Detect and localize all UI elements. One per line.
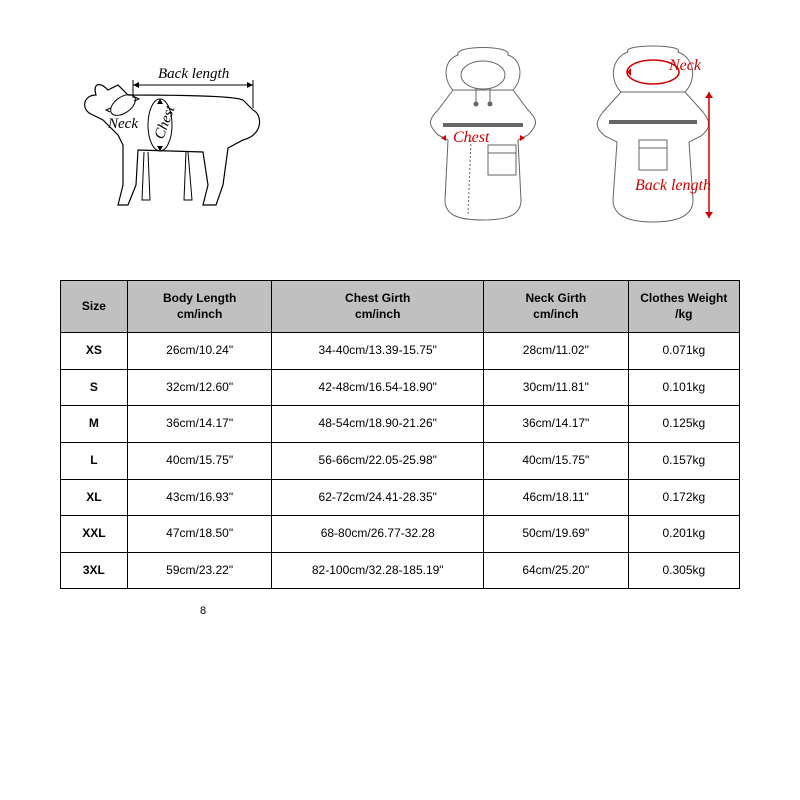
cell-body: 26cm/10.24" <box>127 333 272 370</box>
cell-size: M <box>61 406 128 443</box>
arrow-icon <box>705 212 713 218</box>
garment-back-diagram: Neck Back length <box>573 40 733 240</box>
cell-neck: 40cm/15.75" <box>483 442 628 479</box>
garment-front-diagram: Chest <box>403 40 563 240</box>
neck-label: Neck <box>107 116 138 132</box>
table-row: XS26cm/10.24"34-40cm/13.39-15.75"28cm/11… <box>61 333 740 370</box>
cell-chest: 82-100cm/32.28-185.19" <box>272 552 483 589</box>
hood-opening-icon <box>461 61 505 89</box>
table-row: 3XL59cm/23.22"82-100cm/32.28-185.19"64cm… <box>61 552 740 589</box>
garment-diagrams: Chest Neck Back length <box>403 40 733 240</box>
cell-weight: 0.157kg <box>628 442 739 479</box>
cell-body: 40cm/15.75" <box>127 442 272 479</box>
cell-neck: 30cm/11.81" <box>483 369 628 406</box>
cell-chest: 42-48cm/16.54-18.90" <box>272 369 483 406</box>
cell-body: 47cm/18.50" <box>127 516 272 553</box>
cell-chest: 34-40cm/13.39-15.75" <box>272 333 483 370</box>
col-chest: Chest Girthcm/inch <box>272 281 483 333</box>
garment-back-label: Back length <box>635 177 711 194</box>
cell-weight: 0.172kg <box>628 479 739 516</box>
cell-weight: 0.101kg <box>628 369 739 406</box>
cell-weight: 0.071kg <box>628 333 739 370</box>
cell-neck: 36cm/14.17" <box>483 406 628 443</box>
back-label: Back length <box>158 66 229 82</box>
garment-body-icon <box>430 90 535 220</box>
toggle-icon <box>473 102 478 107</box>
cell-weight: 0.305kg <box>628 552 739 589</box>
cell-size: XXL <box>61 516 128 553</box>
dog-silhouette-icon <box>84 85 259 205</box>
cell-neck: 28cm/11.02" <box>483 333 628 370</box>
cell-neck: 50cm/19.69" <box>483 516 628 553</box>
cell-size: XL <box>61 479 128 516</box>
measurement-diagrams: Neck Chest Back length <box>0 0 800 260</box>
cell-size: 3XL <box>61 552 128 589</box>
dog-leg-icon <box>142 152 150 200</box>
cell-size: S <box>61 369 128 406</box>
cell-body: 32cm/12.60" <box>127 369 272 406</box>
page-number: 8 <box>0 605 206 617</box>
cell-neck: 46cm/18.11" <box>483 479 628 516</box>
cell-size: L <box>61 442 128 479</box>
cell-chest: 48-54cm/18.90-21.26" <box>272 406 483 443</box>
garment-neck-label: Neck <box>668 57 702 74</box>
table-row: L40cm/15.75"56-66cm/22.05-25.98"40cm/15.… <box>61 442 740 479</box>
col-weight: Clothes Weight/kg <box>628 281 739 333</box>
garment-chest-label: Chest <box>453 129 490 146</box>
pocket-flap-icon <box>488 145 516 153</box>
table-row: M36cm/14.17"48-54cm/18.90-21.26"36cm/14.… <box>61 406 740 443</box>
cell-size: XS <box>61 333 128 370</box>
cell-body: 43cm/16.93" <box>127 479 272 516</box>
table-header: Size Body Lengthcm/inch Chest Girthcm/in… <box>61 281 740 333</box>
col-size: Size <box>61 281 128 333</box>
table-row: S32cm/12.60"42-48cm/16.54-18.90"30cm/11.… <box>61 369 740 406</box>
cell-neck: 64cm/25.20" <box>483 552 628 589</box>
dog-measurement-diagram: Neck Chest Back length <box>68 40 328 240</box>
dog-leg-icon <box>184 152 192 200</box>
cell-chest: 68-80cm/26.77-32.28 <box>272 516 483 553</box>
col-neck: Neck Girthcm/inch <box>483 281 628 333</box>
table-body: XS26cm/10.24"34-40cm/13.39-15.75"28cm/11… <box>61 333 740 589</box>
cell-chest: 56-66cm/22.05-25.98" <box>272 442 483 479</box>
arrow-icon <box>705 92 713 98</box>
table-row: XXL47cm/18.50"68-80cm/26.77-32.2850cm/19… <box>61 516 740 553</box>
col-body: Body Lengthcm/inch <box>127 281 272 333</box>
arrow-icon <box>247 82 253 88</box>
table-row: XL43cm/16.93"62-72cm/24.41-28.35"46cm/18… <box>61 479 740 516</box>
pocket-flap-icon <box>639 140 667 148</box>
size-chart-table: Size Body Lengthcm/inch Chest Girthcm/in… <box>60 280 740 589</box>
arrow-icon <box>133 82 139 88</box>
cell-chest: 62-72cm/24.41-28.35" <box>272 479 483 516</box>
cell-body: 36cm/14.17" <box>127 406 272 443</box>
toggle-icon <box>487 102 492 107</box>
cell-weight: 0.125kg <box>628 406 739 443</box>
cell-body: 59cm/23.22" <box>127 552 272 589</box>
cell-weight: 0.201kg <box>628 516 739 553</box>
